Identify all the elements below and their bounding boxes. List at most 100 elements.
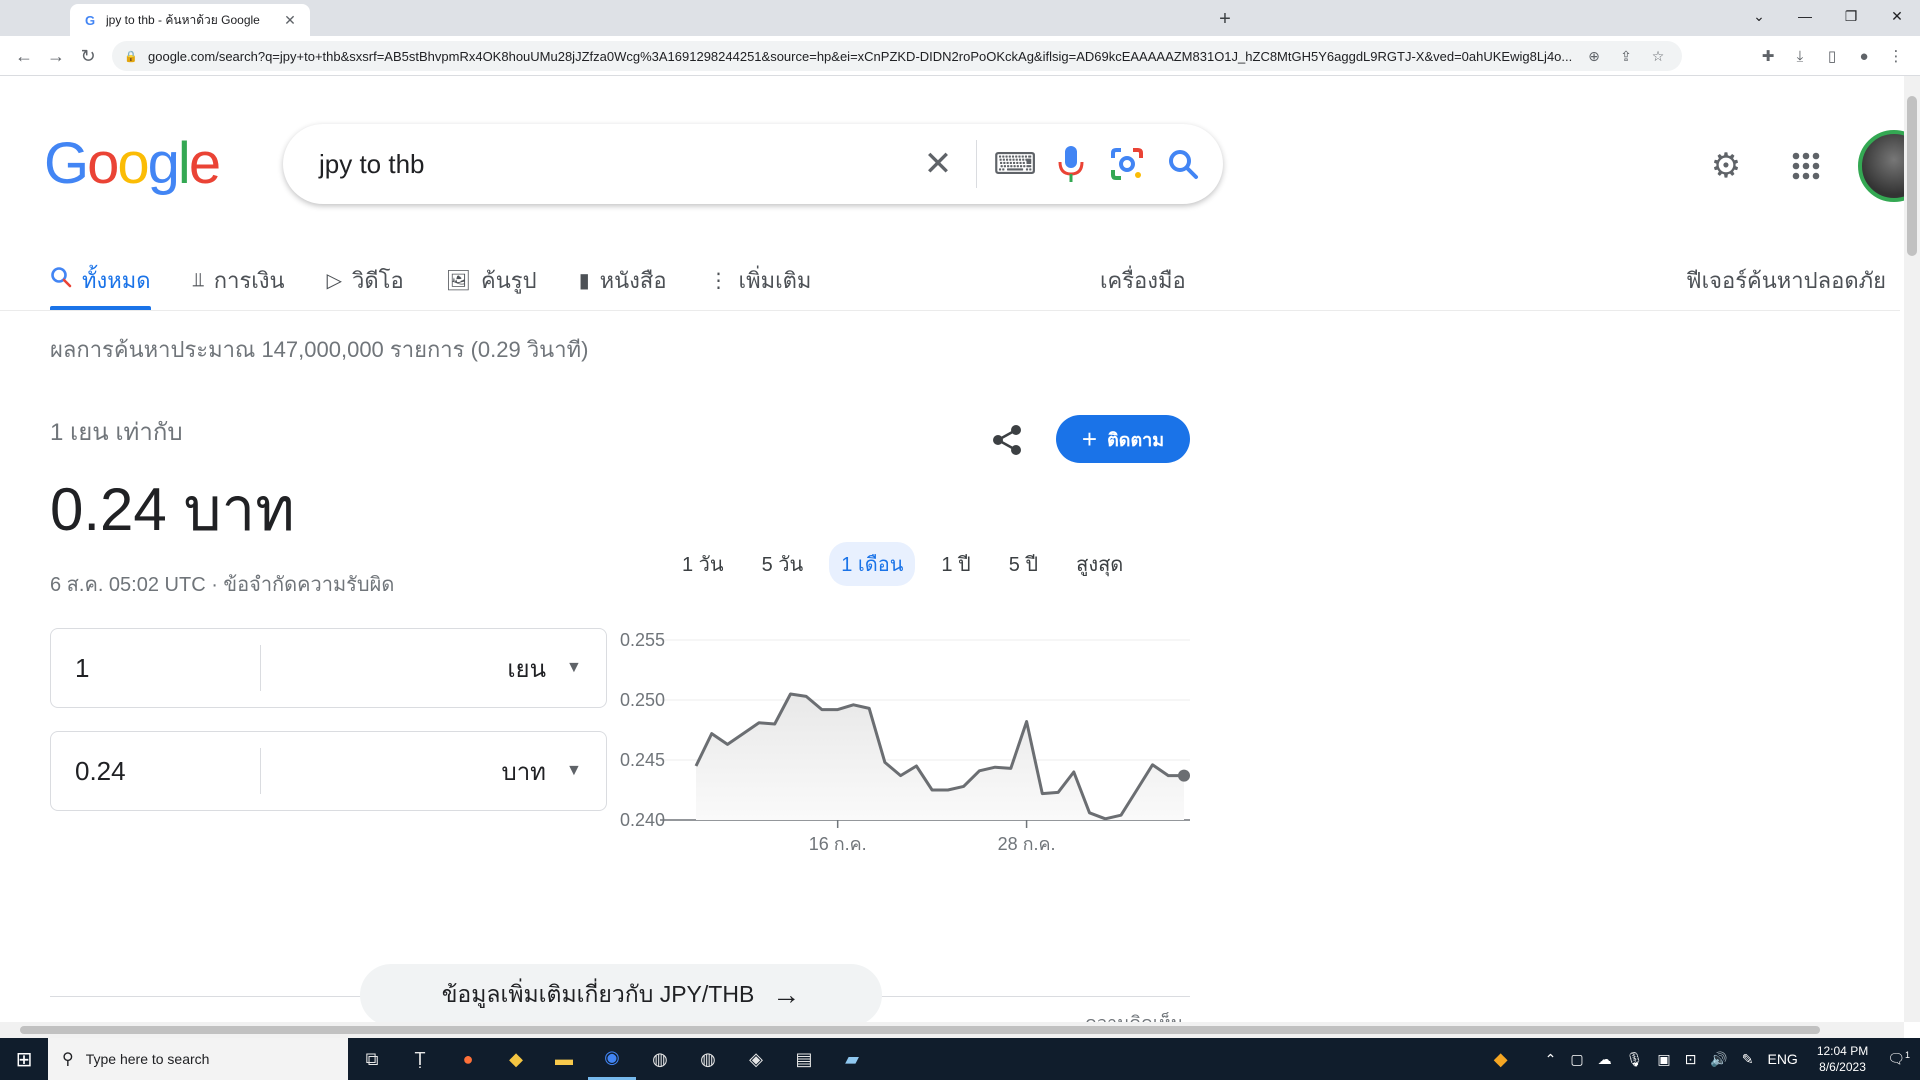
range-1m[interactable]: 1 เดือน (829, 542, 916, 586)
chrome-icon[interactable]: ◉ (588, 1038, 636, 1080)
extensions-icon[interactable]: ✚ (1761, 48, 1775, 65)
more-vert-icon: ⋮ (708, 269, 729, 292)
tray-icon[interactable]: ▣ (1657, 1050, 1671, 1067)
new-tab-button[interactable]: + (1219, 7, 1231, 30)
chevron-down-icon[interactable]: ▼ (566, 659, 582, 676)
firefox-icon[interactable]: ● (462, 1048, 474, 1069)
tray-app-icon[interactable]: ◆ (1493, 1048, 1508, 1069)
obs-icon[interactable]: ◍ (652, 1048, 668, 1069)
horizontal-scrollbar[interactable] (0, 1022, 1904, 1038)
keyboard-icon[interactable]: ⌨ (993, 147, 1037, 181)
tab-more[interactable]: ⋮ เพิ่มเติม (709, 250, 812, 310)
to-currency-select[interactable]: บาท (501, 758, 546, 786)
y-tick-label: 0.255 (620, 630, 665, 650)
side-panel-icon[interactable]: ▯ (1827, 48, 1837, 65)
x-tick-label: 16 ก.ค. (809, 834, 867, 854)
to-amount-input[interactable]: 0.24 (51, 748, 261, 794)
more-info-button[interactable]: ข้อมูลเพิ่มเติมเกี่ยวกับ JPY/THB → (360, 964, 882, 1026)
range-1y[interactable]: 1 ปี (941, 554, 971, 576)
reload-button[interactable]: ↻ (80, 45, 96, 66)
google-favicon-icon: G (84, 12, 96, 28)
windows-start-icon[interactable]: ⊞ (15, 1048, 33, 1071)
microphone-icon[interactable] (1043, 136, 1099, 192)
address-bar[interactable]: 🔒 google.com/search?q=jpy+to+thb&sxsrf=A… (112, 41, 1682, 71)
browser-tab[interactable]: G jpy to thb - ค้นหาด้วย Google ✕ (70, 4, 310, 36)
notification-icon[interactable]: 🗨1 (1887, 1050, 1910, 1067)
share-page-icon[interactable]: ⇪ (1620, 47, 1632, 64)
apps-grid-icon[interactable] (1782, 142, 1830, 190)
browser-toolbar: ← → ↻ 🔒 google.com/search?q=jpy+to+thb&s… (0, 36, 1920, 76)
safe-search-button[interactable]: ฟีเจอร์ค้นหาปลอดภัย (1686, 267, 1886, 293)
from-currency-select[interactable]: เยน (507, 655, 546, 683)
search-box[interactable]: jpy to thb ✕ ⌨ (283, 124, 1223, 204)
header-divider (0, 310, 1900, 311)
clock[interactable]: 12:04 PM 8/6/2023 (1817, 1043, 1868, 1075)
browser-tab-strip: G jpy to thb - ค้นหาด้วย Google ✕ + ⌄ — … (0, 0, 1920, 36)
search-tabs: ทั้งหมด ⫫ การเงิน ▷ วิดีโอ 🖼 ค้นรูป ▮ หน… (50, 250, 853, 310)
tab-books[interactable]: ▮ หนังสือ (579, 250, 667, 310)
download-icon[interactable]: ⤓ (1796, 47, 1804, 65)
pen-icon[interactable]: ✎ (1741, 1050, 1754, 1067)
volume-icon[interactable]: 🔊 (1710, 1050, 1728, 1067)
chevron-up-icon[interactable]: ⌃ (1544, 1050, 1557, 1067)
language-indicator[interactable]: ENG (1767, 1051, 1798, 1067)
close-tab-icon[interactable]: ✕ (284, 11, 296, 28)
tab-images[interactable]: 🖼 ค้นรูป (446, 250, 537, 310)
app-icon[interactable]: Ṭ (414, 1048, 426, 1069)
result-stats: ผลการค้นหาประมาณ 147,000,000 รายการ (0.2… (50, 337, 589, 362)
bookmark-star-icon[interactable]: ☆ (1651, 47, 1665, 64)
zoom-icon[interactable]: ⊕ (1588, 47, 1600, 64)
tab-all[interactable]: ทั้งหมด (50, 250, 151, 310)
chevron-down-icon[interactable]: ▼ (566, 762, 582, 779)
cloud-icon[interactable]: ☁ (1597, 1050, 1612, 1067)
obs-icon-2[interactable]: ◍ (700, 1048, 716, 1069)
clock-date: 8/6/2023 (1819, 1060, 1866, 1074)
taskbar-search[interactable]: ⚲ Type here to search (48, 1038, 348, 1080)
network-icon[interactable]: ⊡ (1684, 1050, 1697, 1067)
search-submit-icon[interactable] (1155, 136, 1211, 192)
task-view-icon[interactable]: ⧉ (365, 1048, 379, 1069)
back-button[interactable]: ← (15, 45, 33, 66)
vertical-scroll-thumb[interactable] (1907, 96, 1917, 256)
tab-label: วิดีโอ (351, 267, 404, 293)
share-icon[interactable] (985, 418, 1029, 462)
tools-button[interactable]: เครื่องมือ (1100, 267, 1186, 293)
settings-gear-icon[interactable]: ⚙ (1710, 147, 1742, 185)
range-5y[interactable]: 5 ปี (1008, 554, 1039, 576)
tab-videos[interactable]: ▷ วิดีโอ (327, 250, 404, 310)
exchange-rate-chart[interactable]: 0.255 0.250 0.245 0.240 16 ก.ค. 28 ก.ค. (620, 620, 1200, 930)
horizontal-scroll-thumb[interactable] (20, 1026, 1820, 1034)
follow-button[interactable]: + ติดตาม (1056, 415, 1190, 463)
follow-label: ติดตาม (1107, 429, 1165, 450)
vertical-scrollbar[interactable] (1904, 76, 1920, 1022)
restore-button[interactable]: ❐ (1844, 7, 1858, 24)
notepad-icon[interactable]: ▤ (795, 1048, 813, 1069)
feedback-peek[interactable]: ความคิดเห็น (1085, 1008, 1183, 1022)
chart-area (696, 694, 1184, 820)
tab-finance[interactable]: ⫫ การเงิน (193, 250, 285, 310)
tab-search-icon[interactable]: ⌄ (1753, 7, 1765, 24)
chrome-menu-icon[interactable]: ⋮ (1888, 48, 1904, 65)
chart-line (694, 692, 1184, 821)
file-explorer-icon[interactable]: ▬ (555, 1048, 573, 1069)
range-max[interactable]: สูงสุด (1076, 554, 1124, 576)
search-input[interactable]: jpy to thb (319, 148, 425, 179)
app-icon-3[interactable]: ▰ (845, 1048, 859, 1069)
close-window-button[interactable]: ✕ (1891, 7, 1903, 24)
google-logo[interactable]: Google (44, 131, 221, 196)
profile-avatar-icon[interactable]: ● (1859, 47, 1869, 65)
microphone-icon[interactable]: 🎙 (1625, 1050, 1644, 1067)
clear-icon[interactable]: ✕ (923, 145, 953, 183)
forward-button[interactable]: → (47, 45, 65, 66)
range-1d[interactable]: 1 วัน (682, 554, 724, 576)
minimize-button[interactable]: — (1798, 8, 1812, 24)
conversion-result: 0.24 บาท (50, 476, 295, 543)
app-icon-2[interactable]: ◈ (749, 1048, 763, 1069)
paint-icon[interactable]: ◆ (509, 1048, 523, 1069)
camera-icon[interactable]: ▢ (1570, 1050, 1584, 1067)
tab-label: หนังสือ (599, 267, 667, 293)
range-5d[interactable]: 5 วัน (761, 554, 804, 576)
lens-camera-icon[interactable] (1099, 136, 1155, 192)
from-amount-input[interactable]: 1 (51, 645, 261, 691)
equals-text: 1 เยน เท่ากับ (50, 419, 183, 446)
